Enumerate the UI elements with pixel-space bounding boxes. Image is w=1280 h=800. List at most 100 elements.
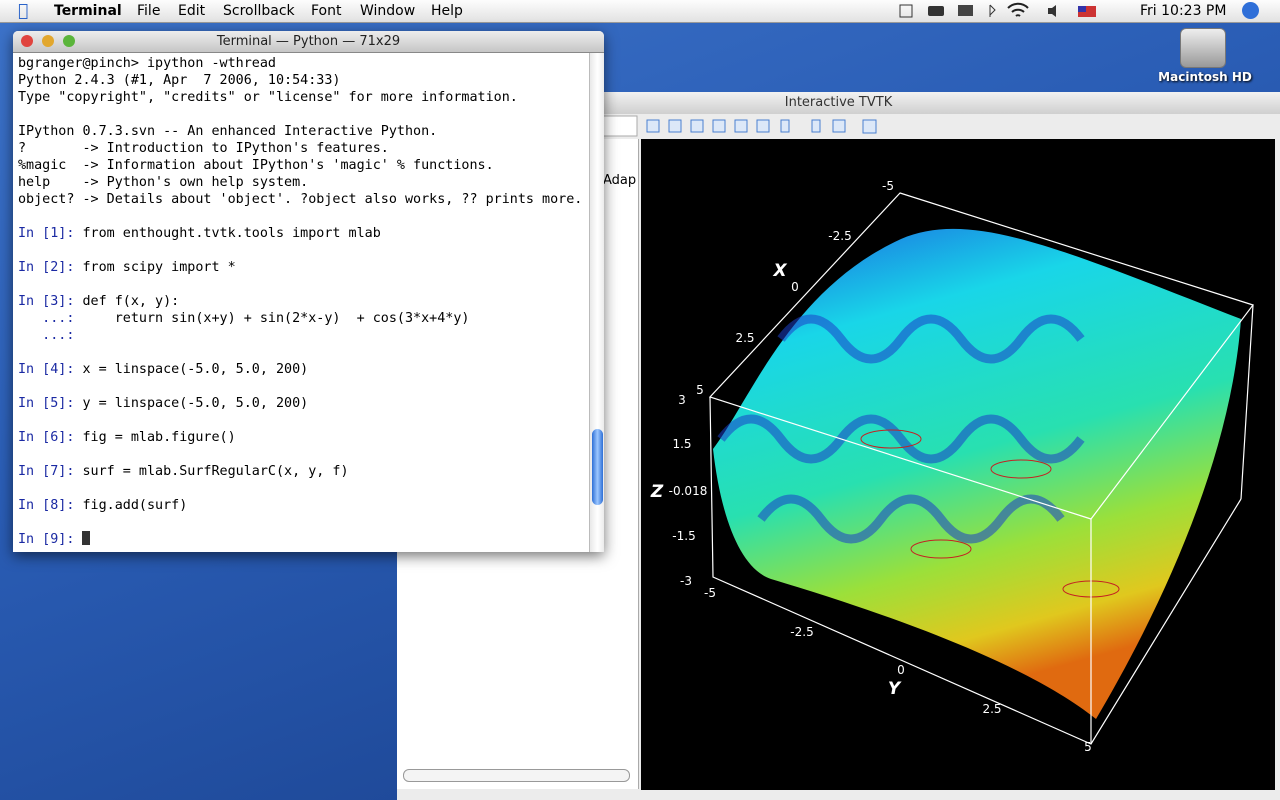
- icon[interactable]: [1048, 5, 1056, 17]
- prompt: In [3]:: [18, 294, 75, 309]
- prompt: In [5]:: [18, 396, 75, 411]
- menu-app[interactable]: Terminal: [54, 3, 122, 19]
- tool-button[interactable]: [756, 119, 770, 133]
- code: from enthought.tvtk.tools import mlab: [74, 226, 381, 241]
- input-cell: In [2]: from scipy import *: [18, 259, 582, 276]
- tool-button[interactable]: [811, 119, 821, 133]
- menu-item[interactable]: Edit: [178, 3, 206, 19]
- menu-item[interactable]: Window: [360, 3, 416, 19]
- hd-icon[interactable]: [1180, 28, 1226, 68]
- input-line: In [8]: fig.add(surf): [18, 497, 582, 514]
- prompt: In [4]:: [18, 362, 75, 377]
- tick-label: -5: [882, 179, 894, 193]
- axis-title: X: [773, 261, 787, 281]
- input-cell: In [5]: y = linspace(-5.0, 5.0, 200): [18, 395, 582, 412]
- prompt: ...:: [18, 311, 75, 326]
- code: fig.add(surf): [74, 498, 188, 513]
- tick-label: -1.5: [672, 529, 696, 543]
- output-line: ? -> Introduction to IPython's features.: [18, 141, 389, 156]
- tick-label: -5: [704, 586, 716, 600]
- tick-label: -2.5: [828, 229, 852, 243]
- code: fig = mlab.figure(): [74, 430, 236, 445]
- tool-button[interactable]: [862, 119, 877, 134]
- flag: [1078, 6, 1086, 12]
- prompt: In [9]:: [18, 532, 75, 547]
- output-block: bgranger@pinch> ipython -wthread Python 2…: [18, 55, 582, 106]
- input-line: In [4]: x = linspace(-5.0, 5.0, 200): [18, 361, 582, 378]
- scene: [708, 192, 1254, 745]
- box-bottom: [709, 396, 1242, 745]
- render-view: X -5 -2.5 0 2.5 5 Z 3 1.5 -0.018 -1.5 -3 Y -5 -2.5 0 2.5…: [641, 139, 1275, 790]
- tool-button[interactable]: [832, 119, 846, 133]
- prompt: In [8]:: [18, 498, 75, 513]
- icon[interactable]: [899, 4, 913, 18]
- code: x = linspace(-5.0, 5.0, 200): [74, 362, 309, 377]
- contour: [990, 459, 1052, 479]
- status-icons: [899, 2, 1096, 18]
- icon[interactable]: [1007, 2, 1029, 17]
- tool-button[interactable]: [646, 119, 660, 133]
- input-cell: In [9]:: [18, 531, 582, 548]
- input-cell: In [4]: x = linspace(-5.0, 5.0, 200): [18, 361, 582, 378]
- prompt: In [2]:: [18, 260, 75, 275]
- cursor: [82, 531, 91, 545]
- input-cell: In [7]: surf = mlab.SurfRegularC(x, y, f…: [18, 463, 582, 480]
- spotlight[interactable]: [1242, 2, 1259, 19]
- minimize-button[interactable]: [42, 35, 54, 47]
- input-line: In [2]: from scipy import *: [18, 259, 582, 276]
- input-line: In [6]: fig = mlab.figure(): [18, 429, 582, 446]
- tool-button[interactable]: [668, 119, 682, 133]
- input-line: In [7]: surf = mlab.SurfRegularC(x, y, f…: [18, 463, 582, 480]
- apple-menu[interactable]: : [18, 1, 28, 21]
- tick-label: -3: [680, 574, 692, 588]
- tick-label: 1.5: [672, 437, 692, 451]
- scroll-thumb[interactable]: [592, 429, 603, 505]
- code: y = linspace(-5.0, 5.0, 200): [74, 396, 309, 411]
- menu-item[interactable]: Help: [431, 3, 463, 19]
- input-line: ...:: [18, 327, 582, 344]
- clock[interactable]: Fri 10:23 PM: [1140, 3, 1227, 19]
- h-scrollbar[interactable]: [403, 769, 630, 782]
- input-line: In [1]: from enthought.tvtk.tools import…: [18, 225, 582, 242]
- window-title: Terminal — Python — 71x29: [13, 31, 604, 53]
- menu-item[interactable]: File: [137, 3, 161, 19]
- prompt: In [7]:: [18, 464, 75, 479]
- ridge: [777, 314, 1085, 364]
- close-button[interactable]: [21, 35, 33, 47]
- axis-title: Z: [650, 482, 664, 502]
- menu-item[interactable]: Font: [311, 3, 342, 19]
- ridge: [717, 414, 1085, 464]
- input-cell: In [6]: fig = mlab.figure(): [18, 429, 582, 446]
- axis-title: Y: [887, 679, 901, 699]
- tool-button[interactable]: [712, 119, 726, 133]
- icon[interactable]: [958, 5, 973, 16]
- menu-item[interactable]: Scrollback: [223, 3, 295, 19]
- output-line: Python 2.4.3 (#1, Apr 7 2006, 10:54:33): [18, 73, 341, 88]
- zoom-button[interactable]: [63, 35, 75, 47]
- prompt: In [6]:: [18, 430, 75, 445]
- window-title: Interactive TVTK: [397, 92, 1280, 114]
- ridge: [757, 494, 1065, 544]
- output-line: IPython 0.7.3.svn -- An enhanced Interac…: [18, 124, 438, 139]
- scrollbar[interactable]: [589, 53, 604, 552]
- output-block: IPython 0.7.3.svn -- An enhanced Interac…: [18, 123, 582, 208]
- tick-label: 5: [1084, 740, 1092, 754]
- menubar:  Terminal File Edit Scrollback Font Win…: [0, 0, 1280, 23]
- icon[interactable]: [989, 4, 996, 17]
- tick-label: -2.5: [790, 625, 814, 639]
- input-line: In [3]: def f(x, y):: [18, 293, 582, 310]
- icon[interactable]: [928, 6, 944, 16]
- tool-button[interactable]: [734, 119, 748, 133]
- output-line: object? -> Details about 'object'. ?obje…: [18, 192, 583, 207]
- tick-label: 2.5: [735, 331, 755, 345]
- output-line: help -> Python's own help system.: [18, 175, 309, 190]
- tool-button[interactable]: [780, 119, 790, 133]
- icon-label[interactable]: Macintosh HD: [1158, 70, 1252, 84]
- code: from scipy import *: [74, 260, 236, 275]
- code: def f(x, y):: [74, 294, 180, 309]
- input-line: In [9]:: [18, 531, 582, 548]
- flag[interactable]: [1078, 6, 1096, 17]
- tool-button[interactable]: [690, 119, 704, 133]
